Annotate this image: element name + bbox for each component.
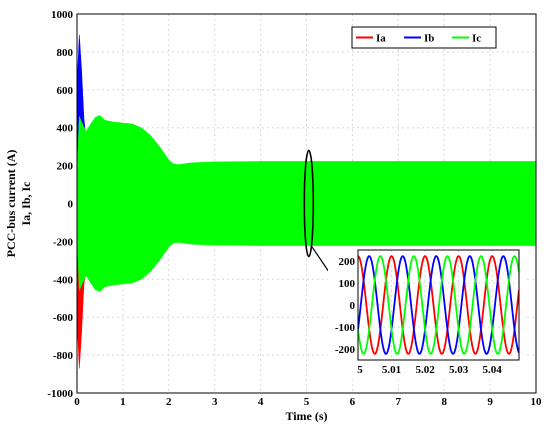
x-tick-labels: 0 1 2 3 4 5 6 7 8 9 10 (74, 396, 542, 408)
main-plot-frame (76, 13, 537, 394)
inset-y-tick-labels: 200 100 0 -100 -200 (335, 256, 356, 356)
x-axis-label: Time (s) (285, 409, 327, 423)
y-axis-label-line2: Ia, Ib, Ic (19, 181, 33, 226)
inset-x-tick-label: 5 (357, 364, 363, 376)
x-tick-label: 2 (166, 396, 172, 408)
inset-chart: 5 5.01 5.02 5.03 5.04 200 100 0 -100 -200 (328, 246, 524, 380)
inset-plot-area (358, 255, 519, 355)
y-tick-labels: 1000 800 600 400 200 0 -200 -400 -600 -800 -1000 (47, 9, 73, 400)
y-tick-label: 400 (57, 123, 74, 135)
x-tick-label: 3 (212, 396, 218, 408)
legend: Ia Ib Ic (351, 26, 497, 49)
x-tick-label: 0 (74, 396, 80, 408)
inset-y-tick-label: -200 (335, 344, 356, 356)
legend-box (351, 26, 497, 49)
x-tick-label: 6 (350, 396, 356, 408)
y-tick-label: -600 (53, 312, 74, 324)
y-tick-label: -400 (53, 274, 74, 286)
x-tick-label: 1 (120, 396, 126, 408)
y-tick-label: 200 (57, 161, 74, 173)
x-tick-label: 8 (441, 396, 447, 408)
inset-y-tick-label: -100 (335, 322, 356, 334)
y-tick-label: 600 (57, 85, 74, 97)
legend-label-ic: Ic (472, 33, 481, 45)
inset-y-tick-label: 100 (339, 278, 356, 290)
y-axis-label-line1: PCC-bus current (A) (4, 150, 18, 258)
inset-y-tick-label: 200 (339, 256, 356, 268)
inset-frame (357, 249, 520, 361)
y-tick-label: -800 (53, 350, 74, 362)
zoom-region-ellipse (303, 149, 315, 258)
inset-x-tick-label: 5.02 (415, 364, 435, 376)
x-tick-label: 9 (487, 396, 493, 408)
y-tick-label: 0 (68, 199, 74, 211)
x-tick-label: 5 (304, 396, 310, 408)
y-tick-label: 1000 (51, 9, 74, 21)
legend-label-ib: Ib (424, 33, 434, 45)
inset-series-ia (358, 255, 519, 355)
x-tick-label: 7 (396, 396, 402, 408)
x-tick-label: 10 (531, 396, 543, 408)
inset-y-tick-label: 0 (350, 300, 356, 312)
inset-x-tick-label: 5.01 (382, 364, 401, 376)
inset-x-tick-label: 5.03 (449, 364, 469, 376)
y-tick-label: 800 (57, 47, 74, 59)
y-tick-label: -1000 (47, 388, 73, 400)
legend-label-ia: Ia (376, 33, 386, 45)
inset-x-tick-labels: 5 5.01 5.02 5.03 5.04 (357, 364, 502, 376)
y-tick-label: -200 (53, 236, 74, 248)
inset-series-ic (358, 255, 519, 355)
inset-x-tick-label: 5.04 (483, 364, 503, 376)
x-tick-label: 4 (258, 396, 264, 408)
